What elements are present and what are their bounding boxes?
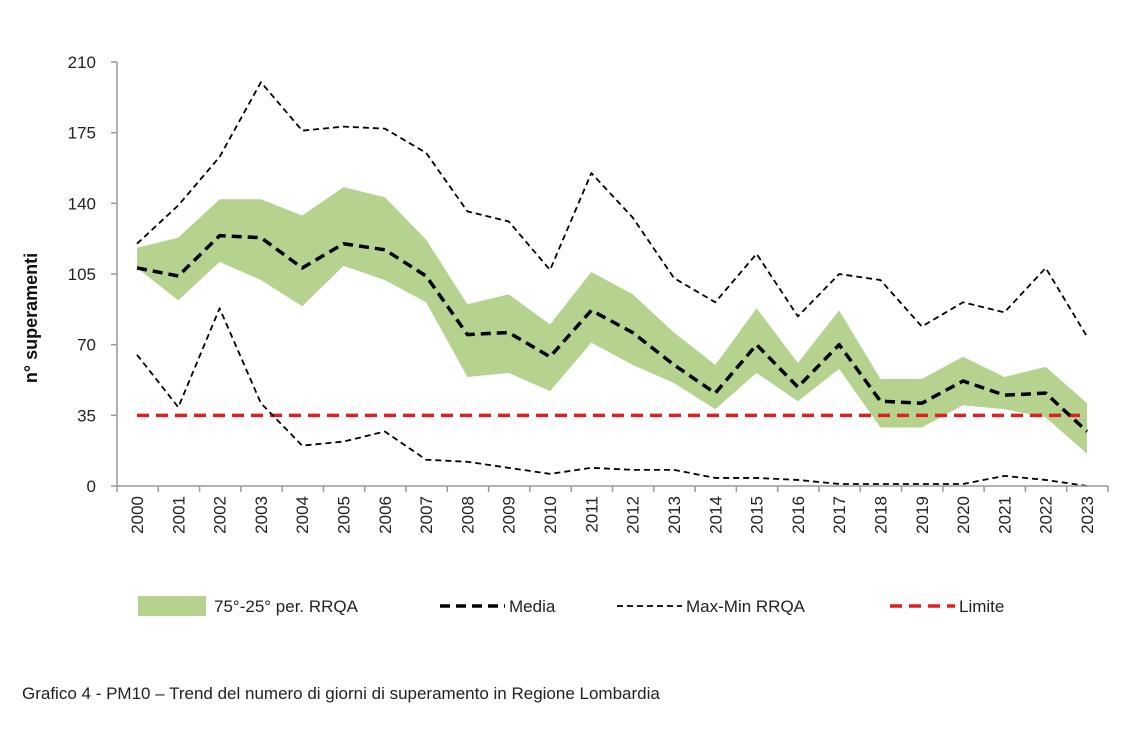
legend-swatch-band <box>138 596 206 616</box>
x-tick-label: 2004 <box>293 496 312 534</box>
y-tick-label: 0 <box>87 477 96 496</box>
x-tick-label: 2009 <box>500 496 519 534</box>
x-tick-label: 2016 <box>789 496 808 534</box>
axes: 0 35 70 105 140 175 210 2000 2001 2002 2003 2004 200… <box>68 53 1109 534</box>
x-tick-label: 2010 <box>541 496 560 534</box>
series-line-max-min-rrqa-min- <box>136 307 1088 487</box>
x-tick-label: 2007 <box>417 496 436 534</box>
x-tick-label: 2005 <box>335 496 354 534</box>
x-tick-label: 2021 <box>995 496 1014 534</box>
x-tick-label: 2017 <box>830 496 849 534</box>
x-tick-label: 2014 <box>706 496 725 534</box>
legend-label-limite: Limite <box>959 597 1004 616</box>
x-tick-label: 2008 <box>458 496 477 534</box>
x-tick-label: 2018 <box>871 496 890 534</box>
y-tick-label: 140 <box>68 194 96 213</box>
x-tick-label: 2000 <box>128 496 147 534</box>
y-axis-label: n° superamenti <box>21 253 41 383</box>
y-tick-label: 70 <box>77 336 96 355</box>
y-tick-label: 105 <box>68 265 96 284</box>
x-tick-label: 2003 <box>252 496 271 534</box>
series-line-max-min-rrqa <box>136 81 1088 338</box>
x-tick-label: 2020 <box>954 496 973 534</box>
series-lines-layer <box>136 81 1089 487</box>
x-tick-label: 2015 <box>748 496 767 534</box>
x-tick-label: 2022 <box>1037 496 1056 534</box>
y-tick-label: 35 <box>77 406 96 425</box>
y-tick-label: 210 <box>68 53 96 72</box>
x-tick-label: 2012 <box>624 496 643 534</box>
chart-caption: Grafico 4 - PM10 – Trend del numero di g… <box>22 684 660 703</box>
x-tick-label: 2011 <box>582 496 601 533</box>
x-tick-label: 2006 <box>376 496 395 534</box>
legend-label-media: Media <box>509 597 556 616</box>
legend-label-maxmin: Max-Min RRQA <box>686 597 806 616</box>
x-tick-label: 2023 <box>1078 496 1097 534</box>
x-tick-label: 2013 <box>665 496 684 534</box>
x-tick-label: 2002 <box>211 496 230 534</box>
legend: 75°-25° per. RRQA Media Max-Min RRQA Lim… <box>138 596 1004 616</box>
legend-label-band: 75°-25° per. RRQA <box>214 597 359 616</box>
x-tick-label: 2019 <box>913 496 932 534</box>
y-tick-label: 175 <box>68 124 96 143</box>
series-line-media <box>136 233 1089 433</box>
x-tick-label: 2001 <box>169 496 188 534</box>
